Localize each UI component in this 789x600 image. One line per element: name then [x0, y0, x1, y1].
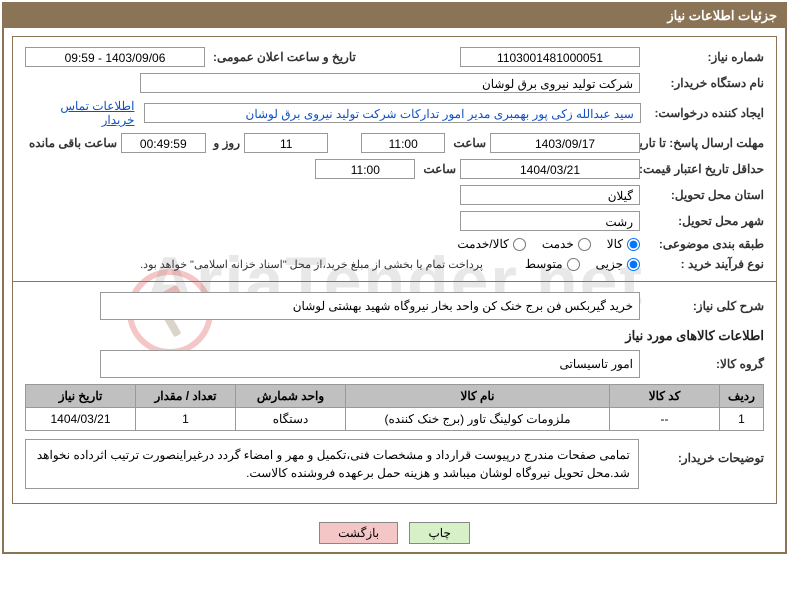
label-need-no: شماره نیاز:: [644, 50, 764, 64]
cell-qty: 1: [136, 408, 236, 431]
th-code: کد کالا: [610, 385, 720, 408]
field-buyer-org: شرکت تولید نیروی برق لوشان: [140, 73, 640, 93]
button-bar: چاپ بازگشت: [4, 512, 785, 544]
payment-note: پرداخت تمام یا بخشی از مبلغ خرید،از محل …: [140, 258, 487, 271]
th-date: تاریخ نیاز: [26, 385, 136, 408]
field-remaining-time: 00:49:59: [121, 133, 205, 153]
th-row: ردیف: [720, 385, 764, 408]
label-min-valid: حداقل تاریخ اعتبار قیمت: تا تاریخ:: [644, 162, 764, 176]
process-radio-group: جزیی متوسط: [525, 257, 640, 271]
goods-info-title: اطلاعات کالاهای مورد نیاز: [25, 328, 764, 344]
field-deadline-date: 1403/09/17: [490, 133, 640, 153]
field-province: گیلان: [460, 185, 640, 205]
need-details-panel: جزئیات اطلاعات نیاز شماره نیاز: 11030014…: [2, 2, 787, 554]
label-announce-dt: تاریخ و ساعت اعلان عمومی:: [209, 50, 356, 64]
radio-service-label: خدمت: [542, 237, 574, 251]
field-deadline-time: 11:00: [361, 133, 445, 153]
field-city: رشت: [460, 211, 640, 231]
label-province: استان محل تحویل:: [644, 188, 764, 202]
cell-row: 1: [720, 408, 764, 431]
goods-table: ردیف کد کالا نام کالا واحد شمارش تعداد /…: [25, 384, 764, 431]
table-row: 1 -- ملزومات کولینگ تاور (برج خنک کننده)…: [26, 408, 764, 431]
print-button[interactable]: چاپ: [409, 522, 469, 544]
panel-title: جزئیات اطلاعات نیاز: [4, 4, 785, 28]
label-time-1: ساعت: [449, 136, 486, 150]
field-buyer-notes: تمامی صفحات مندرج درپیوست قرارداد و مشخص…: [25, 439, 639, 489]
label-goods-group: گروه کالا:: [644, 357, 764, 371]
label-days-and: روز و: [210, 136, 241, 150]
buyer-contact-link[interactable]: اطلاعات تماس خریدار: [25, 99, 134, 127]
radio-goods-service[interactable]: [513, 238, 526, 251]
radio-goods-label: کالا: [607, 237, 623, 251]
radio-goods-service-label: کالا/خدمت: [457, 237, 508, 251]
field-valid-date: 1404/03/21: [460, 159, 640, 179]
label-city: شهر محل تحویل:: [644, 214, 764, 228]
panel-body: شماره نیاز: 1103001481000051 تاریخ و ساع…: [12, 36, 777, 504]
label-process: نوع فرآیند خرید :: [644, 257, 764, 271]
radio-partial-label: جزیی: [596, 257, 623, 271]
th-unit: واحد شمارش: [236, 385, 346, 408]
radio-service[interactable]: [578, 238, 591, 251]
field-remaining-days: 11: [244, 133, 328, 153]
label-buyer-notes: توضیحات خریدار:: [645, 439, 764, 465]
cell-unit: دستگاه: [236, 408, 346, 431]
th-name: نام کالا: [346, 385, 610, 408]
label-deadline: مهلت ارسال پاسخ: تا تاریخ:: [644, 136, 764, 150]
radio-medium[interactable]: [567, 258, 580, 271]
label-remaining: ساعت باقی مانده: [25, 136, 117, 150]
radio-medium-label: متوسط: [525, 257, 563, 271]
field-requester: سید عبدالله زکی پور بهمبری مدیر امور تدا…: [144, 103, 640, 123]
label-buyer-org: نام دستگاه خریدار:: [644, 76, 764, 90]
label-summary: شرح کلی نیاز:: [644, 299, 764, 313]
th-qty: تعداد / مقدار: [136, 385, 236, 408]
field-summary: خرید گیربکس فن برج خنک کن واحد بخار نیرو…: [100, 292, 640, 320]
field-valid-time: 11:00: [315, 159, 415, 179]
cell-name: ملزومات کولینگ تاور (برج خنک کننده): [346, 408, 610, 431]
back-button[interactable]: بازگشت: [319, 522, 398, 544]
radio-goods[interactable]: [627, 238, 640, 251]
label-time-2: ساعت: [419, 162, 456, 176]
cell-code: --: [610, 408, 720, 431]
category-radio-group: کالا خدمت کالا/خدمت: [457, 237, 640, 251]
field-goods-group: امور تاسیساتی: [100, 350, 640, 378]
label-category: طبقه بندی موضوعی:: [644, 237, 764, 251]
cell-date: 1404/03/21: [26, 408, 136, 431]
field-need-no: 1103001481000051: [460, 47, 640, 67]
field-announce-dt: 1403/09/06 - 09:59: [25, 47, 205, 67]
label-requester: ایجاد کننده درخواست:: [645, 106, 764, 120]
radio-partial[interactable]: [627, 258, 640, 271]
